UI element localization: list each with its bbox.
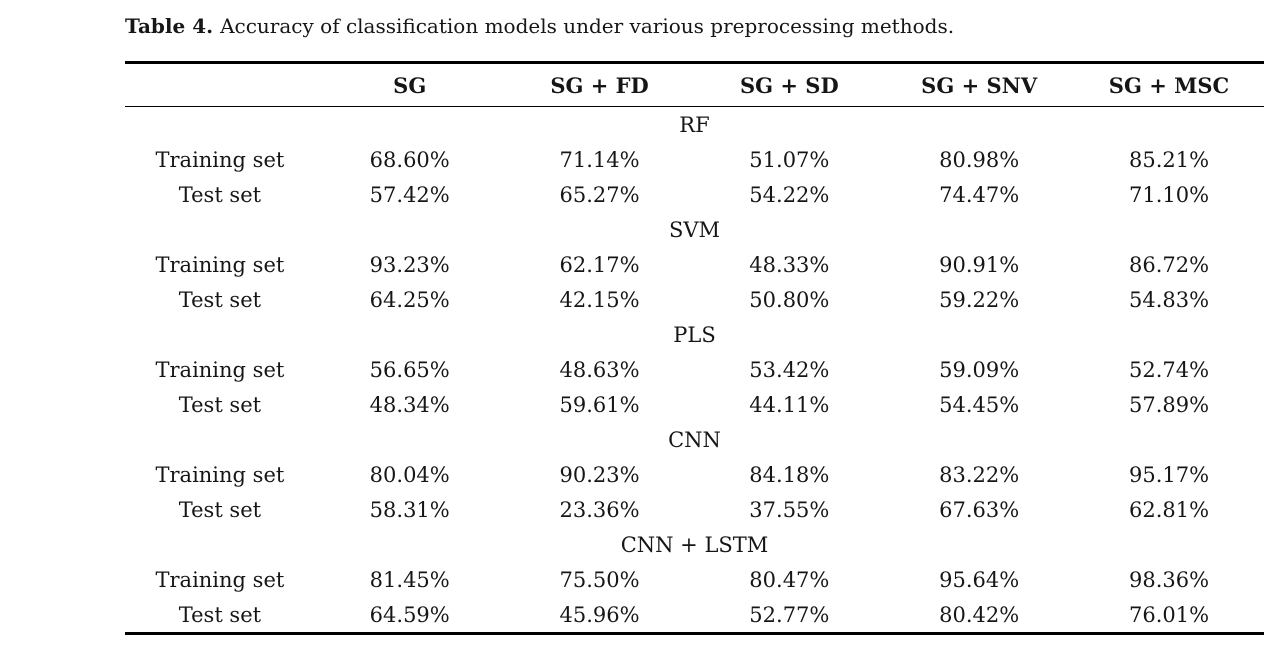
- column-header-rowlabel: [125, 62, 315, 107]
- row-label-cell: Test set: [178, 497, 262, 522]
- value-cell: 54.45%: [939, 392, 1020, 417]
- column-header-sg-msc: SG + MSC: [1074, 62, 1264, 107]
- value-cell: 59.61%: [559, 392, 640, 417]
- data-row: Training set 93.23% 62.17% 48.33% 90.91% 86.7…: [125, 247, 1264, 282]
- model-header-row: SVM: [125, 212, 1264, 247]
- model-name-cell: PLS: [673, 322, 716, 347]
- model-name-cell: SVM: [668, 217, 721, 242]
- value-cell: 86.72%: [1128, 252, 1210, 277]
- column-header-sg-snv: SG + SNV: [884, 62, 1075, 107]
- value-cell: 57.89%: [1128, 392, 1210, 417]
- value-cell: 64.59%: [369, 602, 450, 627]
- data-row: Training set 80.04% 90.23% 84.18% 83.22% 95.1…: [125, 457, 1264, 492]
- value-cell: 56.65%: [369, 357, 450, 382]
- data-row: Test set 64.59% 45.96% 52.77% 80.42% 76.01%: [125, 597, 1264, 634]
- value-cell: 48.33%: [749, 252, 830, 277]
- data-row: Training set 56.65% 48.63% 53.42% 59.09% 52.7…: [125, 352, 1264, 387]
- row-label-cell: Test set: [178, 392, 262, 417]
- value-cell: 84.18%: [749, 462, 830, 487]
- value-cell: 83.22%: [939, 462, 1020, 487]
- row-label-cell: Training set: [155, 357, 285, 382]
- row-label-cell: Training set: [155, 462, 285, 487]
- value-cell: 52.77%: [749, 602, 830, 627]
- value-cell: 81.45%: [369, 567, 450, 592]
- value-cell: 71.14%: [559, 147, 640, 172]
- data-row: Test set 64.25% 42.15% 50.80% 59.22% 54.83%: [125, 282, 1264, 317]
- value-cell: 64.25%: [369, 287, 450, 312]
- model-name-cell: CNN: [668, 427, 721, 452]
- value-cell: 71.10%: [1128, 182, 1210, 207]
- value-cell: 48.34%: [369, 392, 450, 417]
- value-cell: 90.23%: [559, 462, 640, 487]
- value-cell: 42.15%: [559, 287, 640, 312]
- value-cell: 65.27%: [559, 182, 640, 207]
- table-caption: Table 4. Accuracy of classification model…: [125, 12, 1280, 40]
- header-row: SG SG + FD SG + SD SG + SNV SG + MSC: [125, 62, 1264, 107]
- value-cell: 23.36%: [559, 497, 640, 522]
- value-cell: 67.63%: [939, 497, 1020, 522]
- value-cell: 93.23%: [369, 252, 450, 277]
- value-cell: 54.83%: [1128, 287, 1210, 312]
- row-label-cell: Training set: [155, 252, 285, 277]
- value-cell: 80.42%: [939, 602, 1020, 627]
- model-header-row: PLS: [125, 317, 1264, 352]
- accuracy-table: SG SG + FD SG + SD SG + SNV SG + MSC RF T…: [125, 61, 1264, 635]
- value-cell: 48.63%: [559, 357, 640, 382]
- model-name-cell: RF: [679, 112, 710, 137]
- model-header-row: RF: [125, 107, 1264, 143]
- column-header-sg-fd: SG + FD: [504, 62, 695, 107]
- row-label-cell: Test set: [178, 287, 262, 312]
- value-cell: 51.07%: [749, 147, 830, 172]
- value-cell: 50.80%: [749, 287, 830, 312]
- data-row: Test set 48.34% 59.61% 44.11% 54.45% 57.89%: [125, 387, 1264, 422]
- value-cell: 53.42%: [749, 357, 830, 382]
- value-cell: 80.47%: [749, 567, 830, 592]
- value-cell: 95.64%: [939, 567, 1020, 592]
- table-caption-text: Accuracy of classification models under …: [220, 14, 955, 38]
- value-cell: 45.96%: [559, 602, 640, 627]
- value-cell: 75.50%: [559, 567, 640, 592]
- value-cell: 80.98%: [939, 147, 1020, 172]
- data-row: Test set 58.31% 23.36% 37.55% 67.63% 62.81%: [125, 492, 1264, 527]
- value-cell: 85.21%: [1128, 147, 1210, 172]
- data-row: Training set 68.60% 71.14% 51.07% 80.98% 85.2…: [125, 142, 1264, 177]
- column-header-sg: SG: [314, 62, 505, 107]
- value-cell: 68.60%: [369, 147, 450, 172]
- value-cell: 76.01%: [1128, 602, 1210, 627]
- model-header-row: CNN + LSTM: [125, 527, 1264, 562]
- value-cell: 95.17%: [1128, 462, 1210, 487]
- value-cell: 57.42%: [369, 182, 450, 207]
- model-name-cell: CNN + LSTM: [620, 532, 769, 557]
- data-row: Training set 81.45% 75.50% 80.47% 95.64% 98.3…: [125, 562, 1264, 597]
- value-cell: 59.09%: [939, 357, 1020, 382]
- row-label-cell: Test set: [178, 182, 262, 207]
- value-cell: 37.55%: [749, 497, 830, 522]
- value-cell: 90.91%: [939, 252, 1020, 277]
- table-caption-label: Table 4.: [125, 14, 214, 38]
- column-header-sg-sd: SG + SD: [694, 62, 885, 107]
- model-header-row: CNN: [125, 422, 1264, 457]
- value-cell: 54.22%: [749, 182, 830, 207]
- row-label-cell: Training set: [155, 567, 285, 592]
- row-label-cell: Test set: [178, 602, 262, 627]
- data-row: Test set 57.42% 65.27% 54.22% 74.47% 71.10%: [125, 177, 1264, 212]
- value-cell: 62.17%: [559, 252, 640, 277]
- row-label-cell: Training set: [155, 147, 285, 172]
- value-cell: 98.36%: [1128, 567, 1210, 592]
- value-cell: 59.22%: [939, 287, 1020, 312]
- value-cell: 58.31%: [369, 497, 450, 522]
- value-cell: 44.11%: [749, 392, 830, 417]
- value-cell: 74.47%: [939, 182, 1020, 207]
- value-cell: 62.81%: [1128, 497, 1210, 522]
- value-cell: 52.74%: [1128, 357, 1210, 382]
- value-cell: 80.04%: [369, 462, 450, 487]
